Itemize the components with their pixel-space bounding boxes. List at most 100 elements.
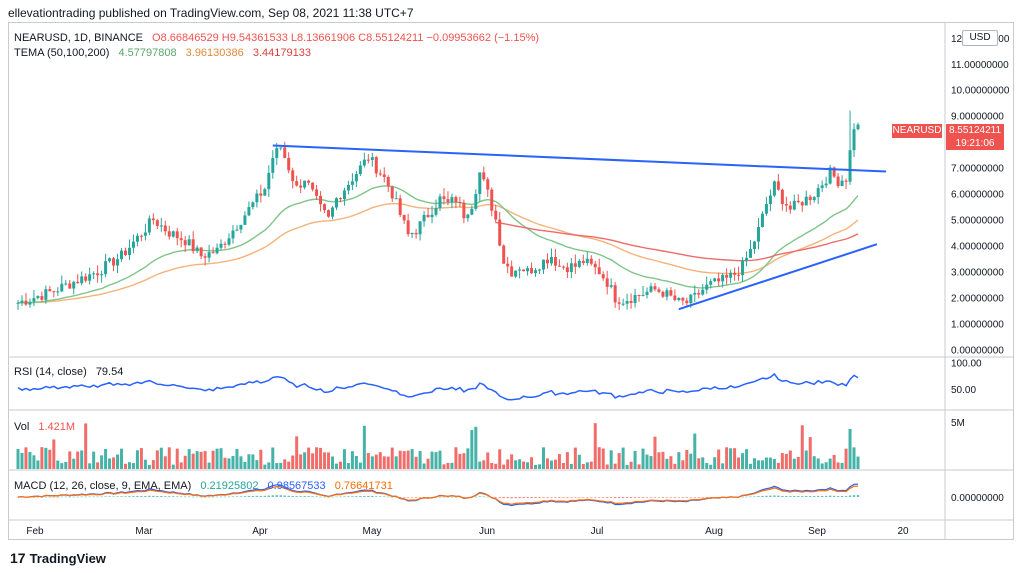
volume-bar: [247, 454, 251, 469]
volume-bar: [677, 452, 681, 469]
symbol-label[interactable]: NEARUSD, 1D, BINANCE: [14, 32, 143, 44]
macd-tick-label: 0.00000000: [951, 493, 1004, 504]
candle-body: [470, 208, 474, 215]
candle-body: [836, 176, 840, 187]
volume-bar: [135, 450, 139, 469]
candle-body: [40, 296, 44, 300]
macd-histogram-bar: [781, 495, 784, 497]
volume-bar: [502, 464, 506, 469]
volume-bar: [131, 463, 135, 469]
candle-body: [454, 197, 458, 202]
macd-histogram-bar: [96, 496, 99, 498]
macd-histogram-bar: [641, 497, 645, 498]
macd-histogram-bar: [184, 496, 187, 498]
candle-body: [641, 295, 645, 297]
candle-body: [665, 290, 669, 297]
volume-bar: [331, 456, 335, 469]
macd-histogram-bar: [331, 496, 334, 498]
candle-body: [219, 243, 223, 248]
volume-bar: [510, 454, 514, 469]
volume-bar: [585, 462, 589, 469]
vol-value: 1.421M: [38, 421, 76, 433]
macd-histogram-bar: [438, 496, 442, 498]
volume-bar: [283, 459, 287, 469]
volume-bar: [358, 462, 362, 469]
rsi-line: [17, 372, 859, 401]
candle-body: [139, 235, 143, 237]
volume-bar: [56, 460, 60, 469]
volume-bar: [526, 462, 530, 469]
y-tick-label: 6.00000000: [951, 190, 1004, 201]
macd-histogram-bar: [267, 495, 271, 497]
volume-bar: [40, 447, 44, 469]
macd-histogram-bar: [160, 496, 163, 497]
candle-body: [792, 200, 796, 210]
volume-bar: [776, 462, 780, 469]
rsi-tick-label: 100.00: [951, 359, 982, 370]
volume-bar: [96, 462, 100, 469]
macd-histogram-bar: [231, 496, 235, 498]
volume-bar: [291, 455, 295, 469]
volume-bar: [621, 447, 625, 469]
macd-histogram-bar: [112, 496, 115, 498]
candle-body: [856, 124, 860, 130]
macd-histogram-bar: [44, 496, 48, 498]
macd-histogram-bar: [828, 495, 832, 497]
macd-histogram-bar: [777, 495, 780, 497]
macd-histogram-bar: [609, 497, 613, 498]
candle-body: [235, 229, 239, 231]
macd-histogram-bar: [164, 496, 167, 497]
volume-bar: [840, 462, 844, 469]
candle-body: [112, 258, 116, 266]
volume-bar: [482, 460, 486, 469]
candle-body: [518, 269, 522, 271]
volume-bar: [378, 452, 382, 469]
candle-body: [295, 181, 299, 186]
currency-badge[interactable]: USD: [962, 30, 998, 46]
x-tick-label: Jul: [591, 526, 604, 537]
volume-bar: [155, 450, 159, 469]
macd-histogram-bar: [617, 497, 621, 499]
candle-body: [16, 302, 20, 304]
volume-bar: [490, 463, 494, 469]
volume-bar: [538, 464, 542, 469]
candle-body: [338, 198, 342, 200]
candle-body: [60, 283, 64, 292]
candle-body: [56, 291, 60, 293]
candle-body: [549, 257, 553, 264]
candle-body: [92, 273, 96, 275]
volume-bar: [20, 452, 24, 469]
y-tick-label: 4.00000000: [951, 242, 1004, 253]
volume-bar: [800, 425, 804, 469]
macd-histogram-bar: [426, 497, 430, 498]
volume-bar: [768, 457, 772, 469]
candle-body: [227, 238, 231, 245]
rsi-value: 79.54: [95, 366, 124, 378]
candle-body: [450, 197, 454, 203]
candle-body: [331, 207, 335, 217]
candle-body: [569, 263, 573, 273]
volume-bar: [820, 463, 824, 469]
volume-bar: [454, 447, 458, 469]
candle-body: [820, 185, 824, 189]
volume-bar: [693, 433, 697, 469]
vol-label[interactable]: Vol: [14, 421, 30, 433]
candle-body: [693, 292, 697, 295]
y-tick-label: 5.00000000: [951, 216, 1004, 227]
candle-body: [482, 172, 486, 180]
candle-body: [498, 219, 502, 246]
candle-body: [120, 250, 124, 260]
volume-bar: [780, 453, 784, 469]
macd-label[interactable]: MACD (12, 26, close, 9, EMA, EMA): [14, 480, 192, 492]
volume-bar: [116, 454, 120, 469]
volume-bar: [151, 460, 155, 469]
candle-body: [80, 276, 84, 284]
x-tick-label: 20: [897, 526, 909, 537]
tema-label[interactable]: TEMA (50,100,200): [14, 47, 110, 59]
macd-histogram-bar: [530, 497, 533, 499]
macd-histogram-bar: [510, 497, 513, 499]
candle-body: [116, 259, 120, 266]
rsi-label[interactable]: RSI (14, close): [14, 366, 87, 378]
candle-body: [494, 210, 498, 220]
